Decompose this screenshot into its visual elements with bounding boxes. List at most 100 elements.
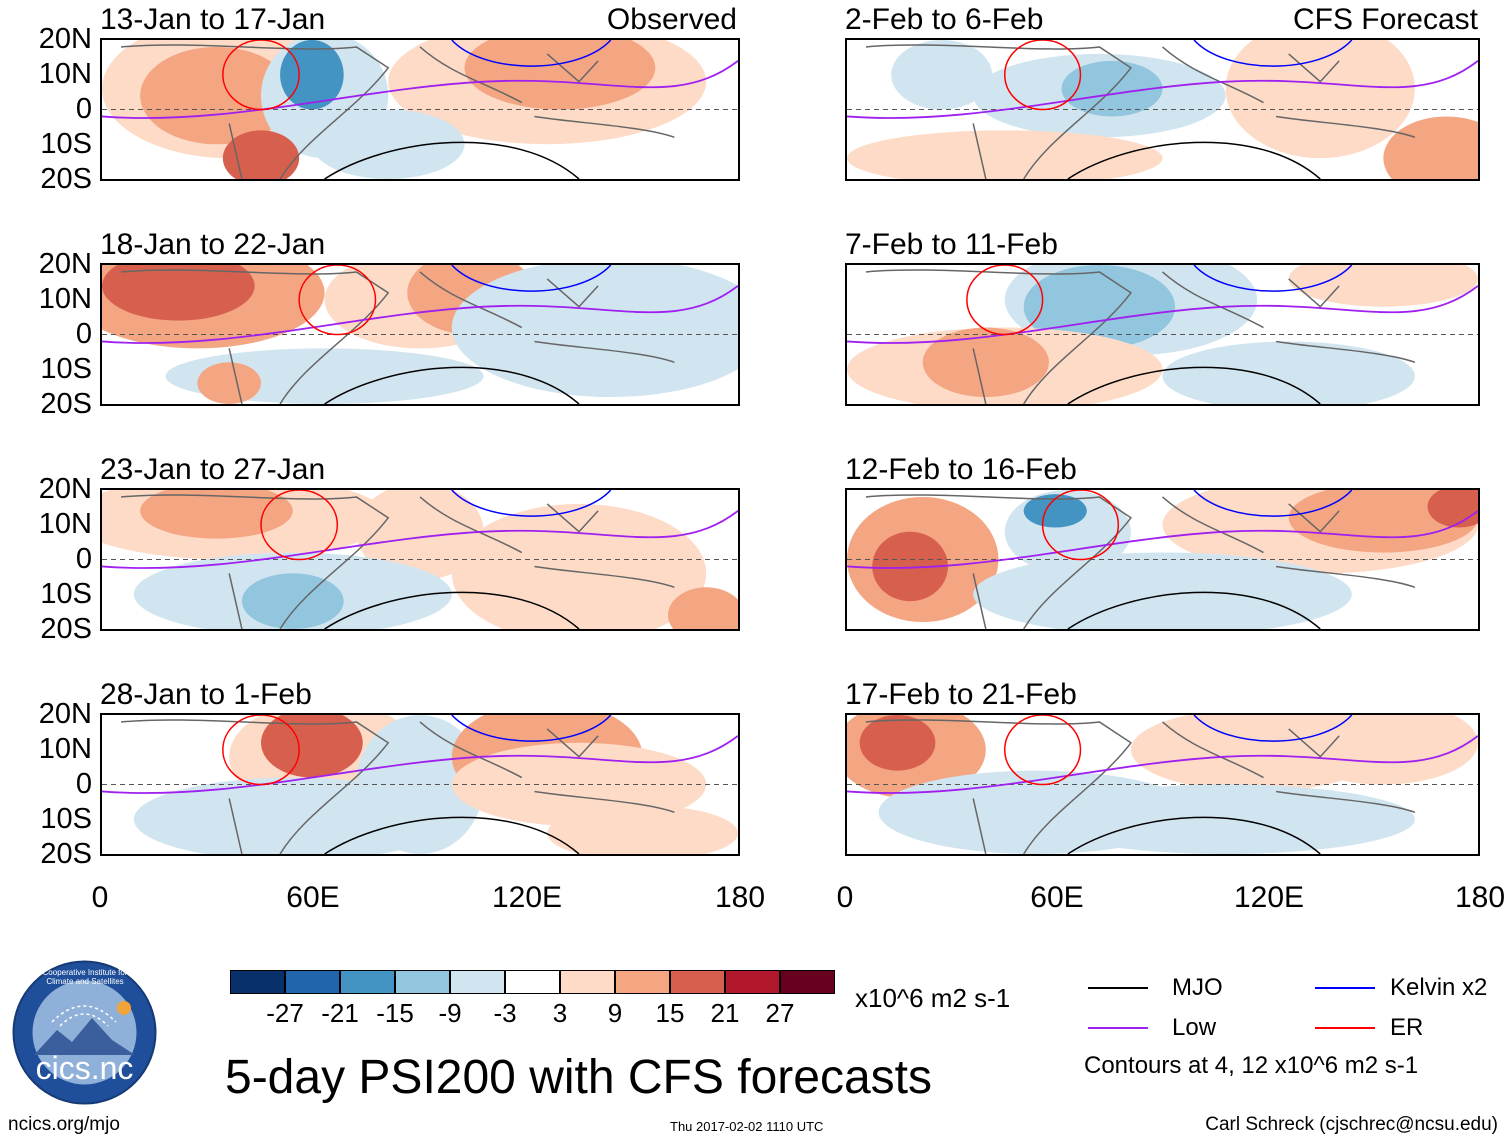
colorbar-swatch-7	[560, 970, 615, 994]
panel-8-period: 17-Feb to 21-Feb	[845, 678, 1077, 711]
lat-tick-10s: 10S	[40, 578, 92, 610]
anomaly-shading	[547, 805, 738, 854]
coastline	[865, 494, 1416, 629]
lon-tick-0: 0	[836, 881, 854, 914]
lat-tick-10n: 10N	[38, 508, 92, 540]
mjo-contour	[1067, 591, 1321, 629]
anomaly-shading	[241, 573, 344, 629]
lat-tick-20n: 20N	[38, 23, 92, 55]
lat-tick-20s: 20S	[40, 613, 92, 645]
er-contour	[1004, 40, 1082, 111]
colorbar-swatch-5	[450, 970, 505, 994]
colorbar-label: -21	[321, 998, 359, 1028]
anomaly-shading	[1225, 40, 1415, 159]
mjo-contour	[324, 591, 580, 629]
map-graphic	[102, 715, 738, 854]
colorbar-swatch-8	[615, 970, 670, 994]
footer-url: ncics.org/mjo	[8, 1114, 120, 1135]
coastline	[121, 494, 675, 629]
anomaly-shading	[922, 327, 1049, 398]
map-graphic	[847, 490, 1478, 629]
colorbar-swatch-10	[725, 970, 780, 994]
cics-logo: Cooperative Institute for Climate and Sa…	[12, 960, 157, 1105]
panel-5-period: 23-Jan to 27-Jan	[100, 453, 326, 486]
anomaly-shading	[859, 715, 936, 771]
colorbar-label: -27	[266, 998, 304, 1028]
anomaly-shading	[1288, 265, 1478, 307]
kelvin-contour	[1193, 265, 1353, 292]
er-contour	[1004, 715, 1082, 786]
anomaly-shading	[261, 715, 363, 778]
low-contour	[102, 510, 738, 569]
anomaly-shading	[356, 490, 484, 581]
lat-tick-10s: 10S	[40, 128, 92, 160]
coastline	[121, 269, 675, 404]
map-graphic	[847, 715, 1478, 854]
lat-tick-20s: 20S	[40, 163, 92, 195]
legend-kelvin-line	[1315, 987, 1375, 989]
lat-tick-10s: 10S	[40, 803, 92, 835]
anomaly-shading	[140, 490, 293, 539]
lon-tick-0: 0	[91, 881, 109, 914]
lat-tick-0: 0	[75, 93, 92, 125]
lat-tick-20n: 20N	[38, 473, 92, 505]
panel-2-label: CFS Forecast	[1292, 3, 1478, 36]
mjo-contour	[1067, 366, 1321, 404]
colorbar-units: x10^6 m2 s-1	[855, 983, 1011, 1013]
low-contour	[847, 285, 1478, 344]
panel-3-period: 18-Jan to 22-Jan	[100, 228, 326, 261]
colorbar-swatch-11	[780, 970, 835, 994]
map-panel-3	[100, 263, 740, 406]
anomaly-shading	[280, 40, 344, 110]
colorbar-swatch-3	[340, 970, 395, 994]
mjo-contour	[324, 816, 580, 854]
map-panel-5	[100, 488, 740, 631]
coastline	[865, 269, 1416, 404]
anomaly-shading	[891, 40, 993, 110]
footer-author: Carl Schreck (cjschrec@ncsu.edu)	[1205, 1114, 1498, 1135]
colorbar-label: 9	[607, 998, 623, 1028]
mjo-contour	[324, 366, 580, 404]
legend-mjo-line	[1088, 987, 1148, 989]
colorbar-label: 27	[765, 998, 795, 1028]
lat-tick-0: 0	[75, 318, 92, 350]
anomaly-shading	[140, 46, 293, 145]
lat-tick-10n: 10N	[38, 733, 92, 765]
anomaly-shading	[311, 109, 465, 179]
anomaly-shading	[197, 362, 261, 404]
kelvin-contour	[451, 715, 612, 742]
mjo-contour	[1067, 141, 1321, 179]
lat-tick-10n: 10N	[38, 58, 92, 90]
map-panel-6	[845, 488, 1480, 631]
lat-tick-20n: 20N	[38, 248, 92, 280]
lon-tick-120e: 120E	[1233, 881, 1305, 914]
anomaly-shading	[133, 777, 452, 854]
anomaly-shading	[1288, 715, 1478, 785]
legend-contours-note: Contours at 4, 12 x10^6 m2 s-1	[1084, 1052, 1419, 1079]
colorbar-label: 21	[710, 998, 740, 1028]
anomaly-shading	[1427, 490, 1478, 528]
colorbar-label: -9	[438, 998, 462, 1028]
main-title: 5-day PSI200 with CFS forecasts	[225, 1051, 932, 1104]
map-graphic	[847, 40, 1478, 179]
map-panel-7	[100, 713, 740, 856]
anomaly-shading	[451, 265, 738, 398]
lon-tick-180: 180	[1454, 881, 1506, 914]
er-contour	[1041, 490, 1120, 561]
lat-tick-20s: 20S	[40, 838, 92, 870]
legend-low-label: Low	[1172, 1014, 1217, 1041]
lat-tick-10s: 10S	[40, 353, 92, 385]
anomaly-shading	[222, 130, 300, 179]
mjo-contour	[324, 141, 580, 179]
map-panel-8	[845, 713, 1480, 856]
footer-timestamp: Thu 2017-02-02 1110 UTC	[670, 1119, 824, 1134]
kelvin-contour	[1193, 40, 1353, 67]
panel-6-period: 12-Feb to 16-Feb	[845, 453, 1077, 486]
legend-er-label: ER	[1390, 1014, 1424, 1041]
coastline	[865, 719, 1416, 854]
anomaly-shading	[1036, 784, 1415, 854]
colorbar-swatch-2	[285, 970, 340, 994]
er-contour	[298, 265, 377, 336]
panel-4-period: 7-Feb to 11-Feb	[845, 228, 1058, 261]
legend-low-line	[1088, 1027, 1148, 1029]
